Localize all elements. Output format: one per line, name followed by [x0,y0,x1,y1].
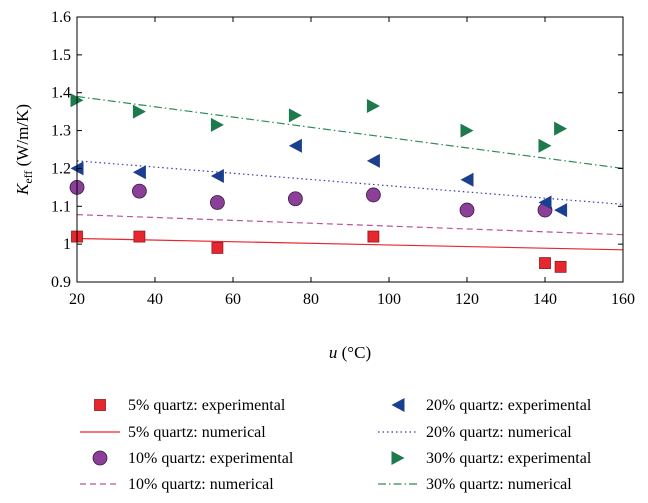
legend-label: 10% quartz: experimental [128,450,294,467]
series-line-3 [76,214,624,236]
legend-marker-swatch [391,398,405,412]
data-point-series-2 [131,183,147,199]
data-point-series-4 [538,195,552,210]
legend-label: 5% quartz: experimental [128,397,286,414]
data-point-series-2 [365,187,381,203]
legend-item-4: 20% quartz: experimental [391,397,592,414]
y-tick-label: 1.5 [51,47,71,64]
legend-item-2: 10% quartz: experimental [92,450,294,467]
y-tick-label: 1.1 [51,198,71,215]
data-point-series-4 [288,138,302,153]
legend-label: 5% quartz: numerical [128,424,266,441]
y-tick-label: 1 [63,236,71,253]
legend-marker-swatch [94,399,106,411]
y-tick-label: 1.4 [51,85,71,102]
legend-item-3: 10% quartz: numerical [80,476,274,493]
x-tick-label: 160 [611,291,635,308]
legend-label: 20% quartz: numerical [426,424,572,441]
axis-ticks: 20 40 60 80 100 120 140 160 0.9 1 1.1 1.2 1.3 1.4 1.5 1… [51,9,635,308]
data-point-series-4 [554,203,568,218]
data-point-series-4 [460,172,474,187]
legend-item-1: 5% quartz: numerical [80,424,266,441]
data-point-series-2 [209,195,225,210]
plot-markers [69,93,568,273]
legend-item-6: 30% quartz: experimental [391,450,592,467]
y-tick-label: 0.9 [51,274,71,291]
plot-lines [76,95,624,251]
legend-label: 30% quartz: experimental [426,450,592,467]
legend-marker-swatch [391,451,405,465]
data-point-series-0 [539,257,551,269]
legend-label: 10% quartz: numerical [128,476,274,493]
y-tick-label: 1.6 [51,9,71,26]
y-tick-label: 1.3 [51,123,71,140]
data-point-series-6 [460,123,474,138]
plot-frame [76,16,624,283]
data-point-series-4 [132,165,146,180]
data-point-series-2 [459,202,475,218]
y-tick-label: 1.2 [51,160,71,177]
data-point-series-2 [287,191,303,207]
data-point-series-0 [133,230,146,243]
data-point-series-4 [366,153,380,168]
legend-item-0: 5% quartz: experimental [94,397,286,414]
series-line-5 [76,160,624,205]
y-axis-title: Keff (W/m/K) [13,104,35,196]
data-point-series-0 [211,242,224,254]
data-point-series-6 [554,121,568,136]
x-tick-label: 60 [225,291,241,308]
data-point-series-6 [366,98,380,113]
legend-item-5: 20% quartz: numerical [378,424,572,441]
data-point-series-6 [538,138,552,153]
x-tick-label: 40 [147,291,163,308]
data-point-series-4 [210,169,224,183]
legend-marker-swatch [92,450,108,466]
legend: 5% quartz: experimental 20% quartz: exper… [80,397,592,493]
x-tick-label: 20 [69,291,85,308]
y-axis-label: Keff (W/m/K) [13,104,35,196]
data-point-series-0 [554,260,567,273]
x-tick-label: 120 [455,291,479,308]
data-point-series-0 [367,230,380,243]
legend-label: 20% quartz: experimental [426,397,592,414]
series-line-7 [76,95,624,170]
data-point-series-6 [288,108,302,123]
x-axis-title: u (°C) [329,343,371,362]
x-tick-label: 100 [377,291,401,308]
legend-label: 30% quartz: numerical [426,476,572,493]
data-point-series-6 [210,117,224,132]
x-tick-label: 140 [533,291,557,308]
x-axis-label: u (°C) [329,343,371,362]
series-line-1 [76,237,624,251]
x-tick-label: 80 [303,291,319,308]
data-point-series-6 [132,104,146,119]
legend-item-7: 30% quartz: numerical [378,476,572,493]
